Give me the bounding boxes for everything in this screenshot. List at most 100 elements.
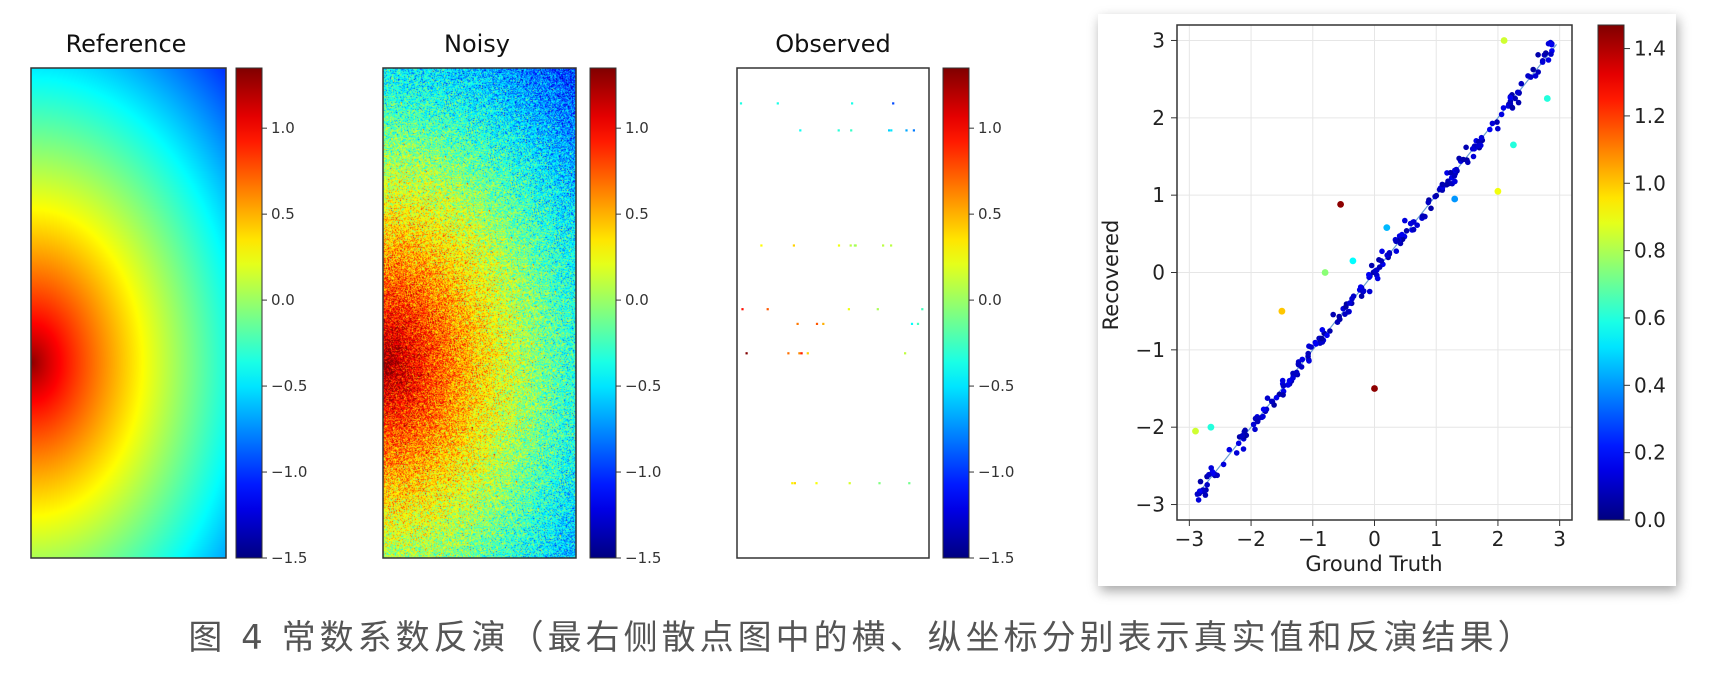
observed-point <box>890 244 893 247</box>
scatter-point <box>1308 344 1314 350</box>
scatter-outlier-point <box>1207 423 1215 431</box>
observed-point <box>876 308 879 311</box>
reference-heatmap <box>31 68 226 558</box>
scatter-point <box>1240 446 1247 452</box>
scatter-point <box>1453 166 1460 173</box>
colorbar-reference: 1.0 0.5 0.0 −0.5 −1.0 −1.5 <box>235 67 307 567</box>
x-tick-label: 2 <box>1492 527 1505 551</box>
scatter-point <box>1372 268 1379 274</box>
colorbar-tick-label: 0.5 <box>978 205 1002 223</box>
scatter-point <box>1273 394 1280 401</box>
colorbar-tick-label: −0.5 <box>625 377 661 395</box>
observed-point <box>849 244 852 247</box>
scatter-point <box>1366 288 1373 295</box>
observed-point <box>878 482 881 485</box>
x-tick-label: 3 <box>1553 527 1566 551</box>
scatter-point <box>1507 94 1514 101</box>
scatter-point <box>1366 271 1372 278</box>
scatter-point <box>1376 264 1383 270</box>
observed-point <box>806 352 809 355</box>
panel-title-reference: Reference <box>66 30 187 58</box>
observed-point <box>815 482 818 485</box>
scatter-outlier-point <box>1451 195 1459 203</box>
colorbar-observed: 1.0 0.5 0.0 −0.5 −1.0 −1.5 <box>942 67 1014 567</box>
scatter-point <box>1208 465 1214 471</box>
observed-point <box>776 102 779 105</box>
y-tick-label: 0 <box>1152 261 1165 285</box>
observed-point <box>793 482 796 485</box>
colorbar-tick-label: 1.0 <box>1634 171 1666 195</box>
colorbar-tick-label: 0.0 <box>1634 508 1666 532</box>
observed-point <box>739 102 743 105</box>
colorbar-tick-label: 0.0 <box>978 291 1002 309</box>
observed-point <box>837 129 840 132</box>
scatter-point <box>1197 478 1204 485</box>
scatter-point <box>1305 350 1311 357</box>
scatter-points <box>1192 37 1555 503</box>
observed-point <box>888 129 891 132</box>
observed-point <box>837 244 841 247</box>
scatter-point <box>1410 226 1417 233</box>
scatter-point <box>1475 143 1482 149</box>
colorbar-tick-label: −1.5 <box>625 549 661 567</box>
observed-point <box>799 129 802 132</box>
x-tick-label: 0 <box>1368 527 1381 551</box>
scatter-point <box>1345 309 1351 315</box>
x-tick-label: −3 <box>1175 527 1204 551</box>
y-tick-label: −2 <box>1136 415 1165 439</box>
scatter-point <box>1260 413 1266 420</box>
colorbar-gradient <box>589 67 617 559</box>
colorbar-noisy: 1.0 0.5 0.0 −0.5 −1.0 −1.5 <box>589 67 661 567</box>
scatter-point <box>1306 358 1312 364</box>
x-tick-label: −1 <box>1298 527 1327 551</box>
scatter-point <box>1399 231 1405 238</box>
scatter-point <box>1319 335 1325 342</box>
scatter-point <box>1330 311 1336 318</box>
scatter-outlier-point <box>1383 224 1391 232</box>
scatter-point <box>1460 156 1467 163</box>
scatter-point <box>1498 111 1505 118</box>
colorbar-tick-label: −1.5 <box>978 549 1014 567</box>
panel-title-noisy: Noisy <box>444 30 510 58</box>
scatter-point <box>1293 369 1300 376</box>
scatter-point <box>1530 66 1536 73</box>
colorbar-tick-label: 0.5 <box>271 205 295 223</box>
scatter-point <box>1425 199 1432 206</box>
y-tick-label: 1 <box>1152 183 1165 207</box>
observed-point <box>741 308 744 311</box>
scatter-point <box>1518 80 1525 87</box>
observed-point <box>848 482 851 485</box>
y-tick-label: 3 <box>1152 28 1165 52</box>
scatter-point <box>1280 383 1287 389</box>
scatter-point <box>1280 392 1286 398</box>
scatter-ticks: −3 −2 −1 0 1 2 3 −3 −2 −1 0 1 2 3 <box>1136 28 1567 551</box>
y-tick-label: 2 <box>1152 106 1165 130</box>
scatter-point <box>1319 327 1326 333</box>
scatter-point <box>1515 99 1522 106</box>
x-axis-label: Ground Truth <box>1305 552 1442 576</box>
scatter-point <box>1393 238 1399 245</box>
scatter-point <box>1443 181 1450 188</box>
scatter-point <box>1463 144 1469 151</box>
scatter-point <box>1494 119 1500 125</box>
observed-point <box>916 322 920 325</box>
scatter-point <box>1327 328 1333 334</box>
scatter-point <box>1478 134 1485 141</box>
observed-point <box>850 129 853 132</box>
scatter-point <box>1214 472 1220 479</box>
scatter-point <box>1334 319 1341 326</box>
observed-point <box>851 102 854 105</box>
x-tick-label: −2 <box>1236 527 1265 551</box>
scatter-outlier-point <box>1192 427 1199 435</box>
scatter-point <box>1242 427 1248 434</box>
observed-point <box>792 244 795 247</box>
scatter-point <box>1470 153 1477 160</box>
x-tick-label: 1 <box>1430 527 1443 551</box>
scatter-point <box>1402 217 1408 224</box>
scatter-point <box>1204 482 1210 488</box>
panel-reference: Reference 1.0 0.5 0.0 −0.5 −1.0 −1.5 <box>30 30 307 567</box>
scatter-point <box>1414 222 1420 228</box>
scatter-point <box>1386 250 1393 256</box>
scatter-point <box>1489 120 1496 127</box>
scatter-point <box>1343 304 1349 310</box>
